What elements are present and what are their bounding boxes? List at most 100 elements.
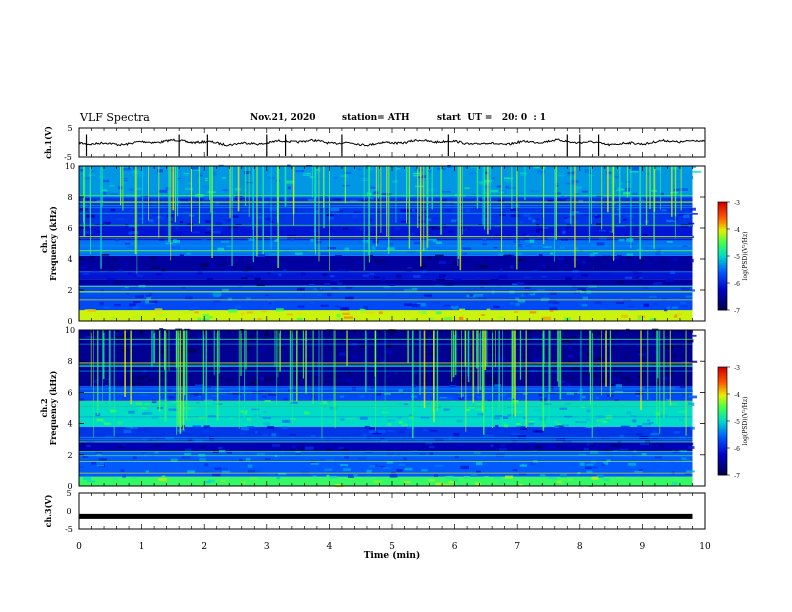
ch2-spec-texture: [126, 415, 130, 418]
ch1-spec-texture: [198, 173, 203, 177]
ch1-spec-texture: [241, 262, 247, 267]
ch2-spec-texture: [517, 435, 526, 439]
ch2-spec-texture: [645, 473, 652, 476]
ch2-spec-texture: [675, 362, 685, 366]
ch2-spec-texture: [662, 376, 668, 381]
ch1-spec-texture: [269, 207, 279, 211]
ch2-spec-texture: [477, 413, 484, 416]
ch2-colorbar-swatch: [718, 419, 727, 422]
ch1-spec-texture: [547, 199, 554, 203]
ch1-spec-texture: [99, 301, 104, 306]
ch2-spec-texture: [369, 465, 376, 468]
ch2-spec-texture: [627, 365, 634, 368]
ch1-spec-texture: [103, 221, 112, 224]
ch2-spec-texture: [634, 470, 643, 473]
ch2-spec-texture: [384, 330, 393, 333]
ch2-spec-texture: [552, 372, 560, 375]
ch1-spec-texture: [324, 283, 331, 286]
ch2-spec-texture: [544, 355, 551, 357]
ch1-spec-texture: [154, 308, 163, 310]
ch2-spec-texture: [121, 443, 127, 446]
ch2-spec-texture: [96, 383, 101, 386]
ch1-spec-texture: [184, 309, 189, 314]
ch1-spec-texture: [510, 265, 514, 269]
ch1-spec-texture: [186, 222, 194, 226]
ch2-spec-texture: [499, 480, 505, 484]
ch1-spec-ylabel-freq: Frequency (kHz): [48, 206, 58, 281]
ch1-colorbar-swatch: [718, 232, 727, 235]
ch2-spec-texture: [583, 447, 589, 452]
ch1-spec-texture: [444, 208, 452, 212]
ch2-colorbar-swatch: [718, 466, 727, 469]
ch2-spec-texture: [528, 421, 535, 423]
ch2-spec-texture: [621, 341, 628, 345]
ch2-spec-texture: [646, 419, 651, 422]
ch1-spec-texture: [562, 230, 566, 234]
ch2-spec-texture: [281, 451, 285, 454]
ch2-spec-texture: [308, 343, 315, 346]
ch1-spec-texture: [196, 189, 201, 192]
ch1-spec-texture: [431, 258, 440, 262]
ch2-spec-texture: [291, 445, 297, 448]
ch1-spec-texture: [438, 260, 446, 264]
ch1-spec-texture: [612, 256, 620, 260]
ch1-spec-texture: [666, 241, 673, 243]
ch1-spec-texture: [510, 213, 519, 218]
ch2-spec-texture: [290, 417, 296, 420]
ch2-spec-texture: [568, 342, 572, 345]
ch1-spec-texture: [378, 311, 383, 315]
ch1-spec-texture: [369, 233, 379, 236]
ch1-spec-texture: [425, 188, 435, 192]
ch1-spec-texture: [577, 287, 587, 291]
ch1-spec-texture: [107, 205, 111, 208]
ch1-spec-texture: [138, 217, 144, 220]
ch1-spec-texture: [417, 303, 426, 307]
ch2-spec-texture: [359, 395, 365, 398]
ch2-spec-texture: [596, 474, 604, 478]
ch1-spec-texture: [565, 217, 571, 222]
ch2-spec-texture: [216, 403, 223, 405]
ch2-spec-texture: [569, 336, 577, 340]
ch2-spec-texture: [232, 367, 238, 371]
ch1-spec-texture: [334, 305, 341, 308]
ch1-spec-texture: [110, 193, 119, 196]
ch1-spec-texture: [211, 171, 217, 174]
ch1-spec-texture: [181, 286, 186, 289]
ch2-spec-texture: [677, 374, 684, 377]
ch1-spec-texture: [267, 232, 274, 235]
time-tick-label: 8: [577, 542, 583, 552]
ch2-spec-texture: [529, 461, 537, 466]
ch2-spec-texture: [686, 389, 693, 393]
ch1-spec-texture: [226, 265, 232, 267]
ch1-spec-texture: [242, 209, 249, 212]
ch1-spec-texture: [79, 266, 86, 270]
ch2-spec-texture: [158, 478, 168, 482]
ch2-spec-texture: [384, 393, 391, 395]
ch1-spec-texture: [91, 268, 100, 272]
ch1-colorbar-tick: -3: [734, 200, 740, 207]
ch1-spec-texture: [593, 266, 600, 269]
ch2-spec-texture: [413, 371, 418, 374]
ch1-spec-texture: [615, 170, 621, 172]
ch2-spec-texture: [208, 345, 215, 348]
ch1-spec-texture: [541, 275, 547, 278]
ch2-spec-texture: [414, 355, 419, 359]
ch1-spec-texture: [582, 296, 589, 300]
ch2-spec-texture: [154, 451, 159, 454]
ch1-colorbar-tick: -6: [734, 281, 740, 288]
ch2-spec-texture: [404, 467, 413, 471]
ch1-spec-texture: [616, 281, 625, 284]
ch2-spec-texture: [498, 461, 504, 465]
ch1-colorbar-swatch: [718, 257, 727, 260]
ch1-spec-texture: [547, 223, 554, 227]
ch2-colorbar-swatch: [718, 473, 727, 476]
ch2-spec-texture: [636, 433, 644, 436]
ch1-spec-texture: [434, 284, 442, 287]
ch1-spec-texture: [352, 214, 358, 218]
ch2-spec-texture: [675, 344, 682, 347]
ch1-spec-texture: [538, 254, 543, 256]
ch1-spec-texture: [362, 274, 370, 277]
ch2-spec-texture: [168, 339, 175, 342]
ch1-spec-texture: [300, 250, 309, 253]
ch1-spec-texture: [388, 242, 394, 246]
